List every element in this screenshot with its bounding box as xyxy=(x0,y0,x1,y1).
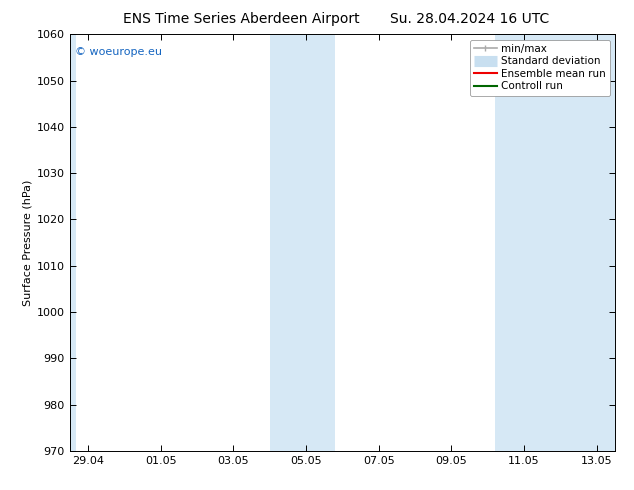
Bar xyxy=(269,34,335,451)
Y-axis label: Surface Pressure (hPa): Surface Pressure (hPa) xyxy=(23,179,32,306)
Bar xyxy=(70,34,76,451)
Legend: min/max, Standard deviation, Ensemble mean run, Controll run: min/max, Standard deviation, Ensemble me… xyxy=(470,40,610,96)
Bar xyxy=(495,34,615,451)
Text: Su. 28.04.2024 16 UTC: Su. 28.04.2024 16 UTC xyxy=(389,12,549,26)
Text: © woeurope.eu: © woeurope.eu xyxy=(75,47,162,57)
Text: ENS Time Series Aberdeen Airport: ENS Time Series Aberdeen Airport xyxy=(122,12,359,26)
